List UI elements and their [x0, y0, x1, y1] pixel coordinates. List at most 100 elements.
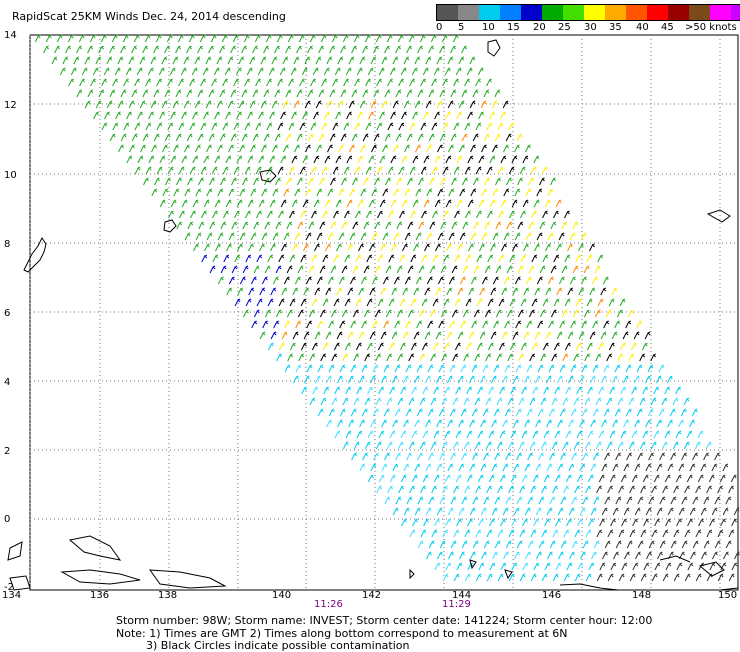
- wind-barb: [548, 408, 555, 417]
- wind-barb: [403, 100, 410, 109]
- wind-barb: [382, 276, 389, 285]
- wind-barb: [514, 188, 521, 197]
- wind-barb: [494, 452, 500, 461]
- wind-barb: [470, 144, 476, 153]
- time-mark: 11:29: [442, 599, 471, 610]
- wind-barb: [384, 133, 391, 142]
- wind-barb: [232, 34, 239, 43]
- wind-barb: [202, 67, 209, 76]
- wind-barb: [667, 507, 674, 516]
- wind-barb: [684, 573, 691, 582]
- wind-barb: [486, 529, 493, 538]
- wind-barb: [387, 485, 393, 494]
- wind-barb: [651, 529, 658, 538]
- wind-barb: [269, 199, 276, 208]
- wind-barb: [427, 408, 434, 417]
- wind-barb: [526, 408, 533, 417]
- coastlines: [7, 39, 739, 591]
- wind-barb: [278, 342, 285, 351]
- wind-barb: [228, 232, 235, 241]
- wind-barb: [607, 485, 613, 494]
- wind-barb: [219, 133, 226, 142]
- wind-barb: [155, 34, 162, 43]
- wind-barb: [162, 188, 169, 197]
- wind-barb: [364, 353, 371, 362]
- wind-barb: [635, 551, 641, 560]
- wind-barb: [486, 485, 492, 494]
- wind-barb: [140, 144, 146, 153]
- wind-barb: [352, 265, 359, 274]
- wind-barb: [118, 144, 124, 153]
- wind-barb: [512, 331, 519, 340]
- wind-barb: [503, 144, 509, 153]
- wind-barb: [186, 45, 192, 54]
- wind-barb: [367, 430, 374, 439]
- wind-barb: [415, 232, 422, 241]
- wind-barb: [598, 386, 605, 395]
- wind-barb: [389, 474, 396, 483]
- wind-barb: [665, 518, 671, 527]
- wind-barb: [426, 232, 433, 241]
- wind-barb: [325, 331, 332, 340]
- wind-barb: [339, 408, 346, 417]
- wind-barb: [616, 309, 623, 318]
- wind-barb: [633, 375, 640, 384]
- wind-barb: [487, 298, 494, 307]
- wind-barb: [360, 232, 367, 241]
- wind-barb: [456, 518, 462, 527]
- wind-barb: [449, 320, 456, 329]
- wind-barb: [352, 177, 358, 186]
- wind-barb: [313, 155, 320, 164]
- wind-barb: [56, 34, 63, 43]
- wind-barb: [128, 56, 135, 65]
- wind-barb: [291, 155, 298, 164]
- wind-barb: [319, 221, 326, 230]
- wind-barb: [181, 111, 187, 120]
- wind-barb: [610, 562, 617, 571]
- wind-barb: [260, 56, 267, 65]
- wind-barb: [395, 496, 402, 505]
- wind-barb: [308, 265, 315, 274]
- wind-barb: [539, 309, 546, 318]
- wind-barb: [401, 111, 407, 120]
- wind-barb: [441, 441, 448, 450]
- wind-barb: [333, 342, 340, 351]
- wind-barb: [145, 166, 152, 175]
- wind-barb: [220, 177, 226, 186]
- wind-barb: [573, 353, 580, 362]
- wind-barb: [319, 265, 326, 274]
- wind-barb: [572, 221, 579, 230]
- wind-barb: [226, 243, 232, 252]
- wind-barb: [501, 287, 508, 296]
- wind-barb: [444, 386, 451, 395]
- wind-barb: [553, 210, 559, 219]
- wind-barb: [326, 56, 333, 65]
- wind-barb: [463, 353, 470, 362]
- wind-barb: [573, 441, 580, 450]
- wind-barb: [343, 166, 350, 175]
- wind-barb: [472, 89, 479, 98]
- wind-barb: [629, 529, 636, 538]
- wind-barb: [550, 309, 557, 318]
- wind-barb: [564, 254, 571, 263]
- wind-barb: [228, 144, 234, 153]
- wind-barb: [348, 419, 354, 428]
- wind-barb: [571, 452, 577, 461]
- wind-barb: [565, 386, 572, 395]
- wind-barb: [547, 232, 554, 241]
- wind-barb: [408, 353, 415, 362]
- grid-lines: [29, 35, 738, 590]
- wind-barb: [95, 100, 102, 109]
- wind-barb: [601, 507, 608, 516]
- wind-barb: [381, 100, 388, 109]
- wind-barb: [607, 529, 614, 538]
- wind-barb: [296, 45, 302, 54]
- wind-barb: [596, 573, 603, 582]
- wind-barb: [370, 100, 377, 109]
- wind-barb: [448, 188, 455, 197]
- wind-barb: [329, 133, 336, 142]
- wind-barb: [404, 144, 410, 153]
- wind-barb: [728, 529, 735, 538]
- wind-barb: [624, 551, 630, 560]
- wind-barb: [687, 562, 694, 571]
